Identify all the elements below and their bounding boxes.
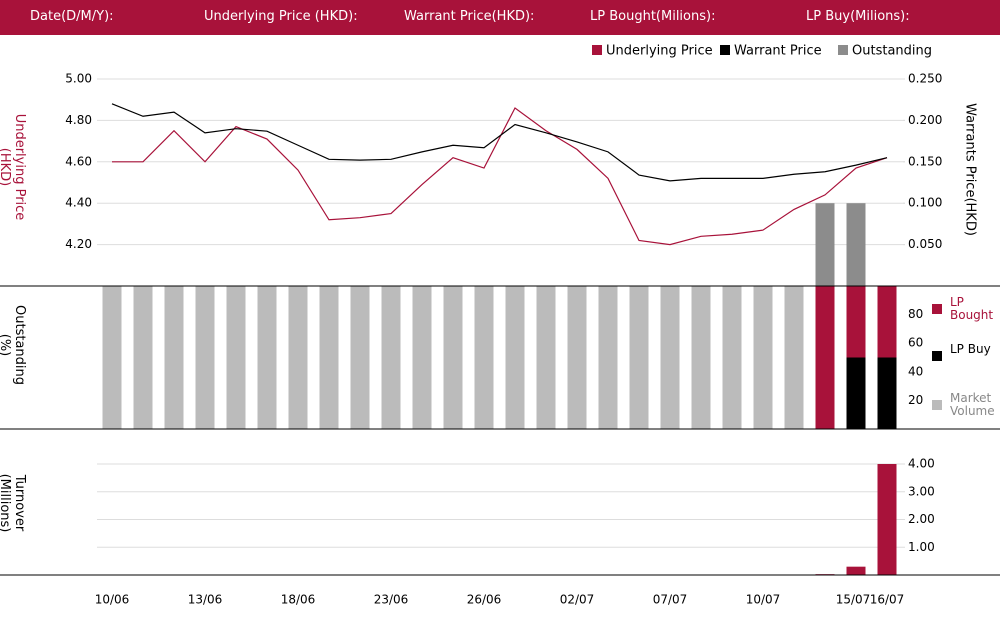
stack-bar (877, 286, 897, 358)
stack-bar (598, 286, 618, 429)
stack-bar (505, 286, 525, 429)
header-bar: Date(D/M/Y): Underlying Price (HKD): Warra… (0, 0, 1000, 35)
stack-bar (288, 286, 308, 429)
outstanding-bar (815, 203, 835, 286)
legend-swatch (720, 45, 730, 55)
y2-tick-label: 0.150 (908, 154, 942, 168)
x-tick-label: 18/06 (281, 593, 316, 607)
stack-bar (660, 286, 680, 429)
x-tick-label: 10/07 (746, 593, 781, 607)
stack-bar (784, 286, 804, 429)
legend-swatch (932, 351, 942, 361)
x-tick-label: 07/07 (653, 593, 688, 607)
legend-swatch (592, 45, 602, 55)
y-axis-title: Underlying Price (HKD) (0, 113, 27, 221)
stack-bar (350, 286, 370, 429)
legend-swatch (838, 45, 848, 55)
y-axis-title: Outstanding (%) (0, 305, 27, 385)
x-tick-label: 15/07 (836, 593, 871, 607)
stack-bar (443, 286, 463, 429)
stack-bar (691, 286, 711, 429)
turnover-bar (846, 566, 866, 575)
legend-label: Market Volume (950, 391, 995, 418)
y2-tick-label: 0.100 (908, 196, 942, 210)
header-label: LP Bought(Milions): (590, 9, 716, 24)
y-tick-label: 4.40 (65, 196, 92, 210)
x-tick-label: 26/06 (467, 593, 502, 607)
x-tick-label: 10/06 (95, 593, 130, 607)
stack-bar (226, 286, 246, 429)
stack-bar (319, 286, 339, 429)
price-line (111, 103, 888, 182)
header-label: Warrant Price(HKD): (404, 9, 535, 24)
stack-bar (815, 286, 835, 429)
y-tick-label: 60 (908, 336, 923, 350)
legend-swatch (932, 400, 942, 410)
stack-bar (846, 357, 866, 429)
stack-bar (474, 286, 494, 429)
stack-bar (164, 286, 184, 429)
legend-label: LP Bought (950, 295, 994, 322)
outstanding-bar (846, 203, 866, 286)
y-tick-label: 3.00 (908, 484, 935, 498)
stack-bar (102, 286, 122, 429)
y-tick-label: 40 (908, 364, 923, 378)
stack-bar (195, 286, 215, 429)
y-tick-label: 5.00 (65, 72, 92, 86)
price-line (112, 107, 888, 246)
stack-bar (567, 286, 587, 429)
turnover-bar (877, 464, 897, 575)
stack-bar (877, 357, 897, 429)
y2-tick-label: 0.200 (908, 113, 942, 127)
legend-label: Underlying Price (606, 44, 713, 59)
y2-tick-label: 0.050 (908, 237, 942, 251)
legend-label: LP Buy (950, 342, 991, 356)
x-tick-label: 23/06 (374, 593, 409, 607)
y-tick-label: 4.60 (65, 154, 92, 168)
legend-label: Warrant Price (734, 44, 822, 59)
stack-bar (753, 286, 773, 429)
stack-bar (536, 286, 556, 429)
legend-swatch (932, 304, 942, 314)
y-axis-title: Turnover (Millions) (0, 473, 27, 533)
y-tick-label: 80 (908, 307, 923, 321)
y-tick-label: 4.20 (65, 237, 92, 251)
stack-bar (412, 286, 432, 429)
stack-bar (133, 286, 153, 429)
y-tick-label: 1.00 (908, 540, 935, 554)
stack-bar (381, 286, 401, 429)
y-tick-label: 2.00 (908, 512, 935, 526)
stack-bar (257, 286, 277, 429)
x-tick-label: 13/06 (188, 593, 223, 607)
header-label: Date(D/M/Y): (30, 9, 114, 24)
y2-tick-label: 0.250 (908, 72, 942, 86)
y-tick-label: 4.00 (908, 457, 935, 471)
x-tick-label: 02/07 (560, 593, 595, 607)
y2-axis-title: Warrants Price(HKD) (962, 103, 978, 236)
legend-label: Outstanding (852, 44, 932, 59)
header-label: Underlying Price (HKD): (204, 9, 358, 24)
header-label: LP Buy(Milions): (806, 9, 910, 24)
y-tick-label: 4.80 (65, 113, 92, 127)
stack-bar (629, 286, 649, 429)
stack-bar (722, 286, 742, 429)
stack-bar (846, 286, 866, 358)
y-tick-label: 20 (908, 393, 923, 407)
x-tick-label: 16/07 (870, 593, 905, 607)
